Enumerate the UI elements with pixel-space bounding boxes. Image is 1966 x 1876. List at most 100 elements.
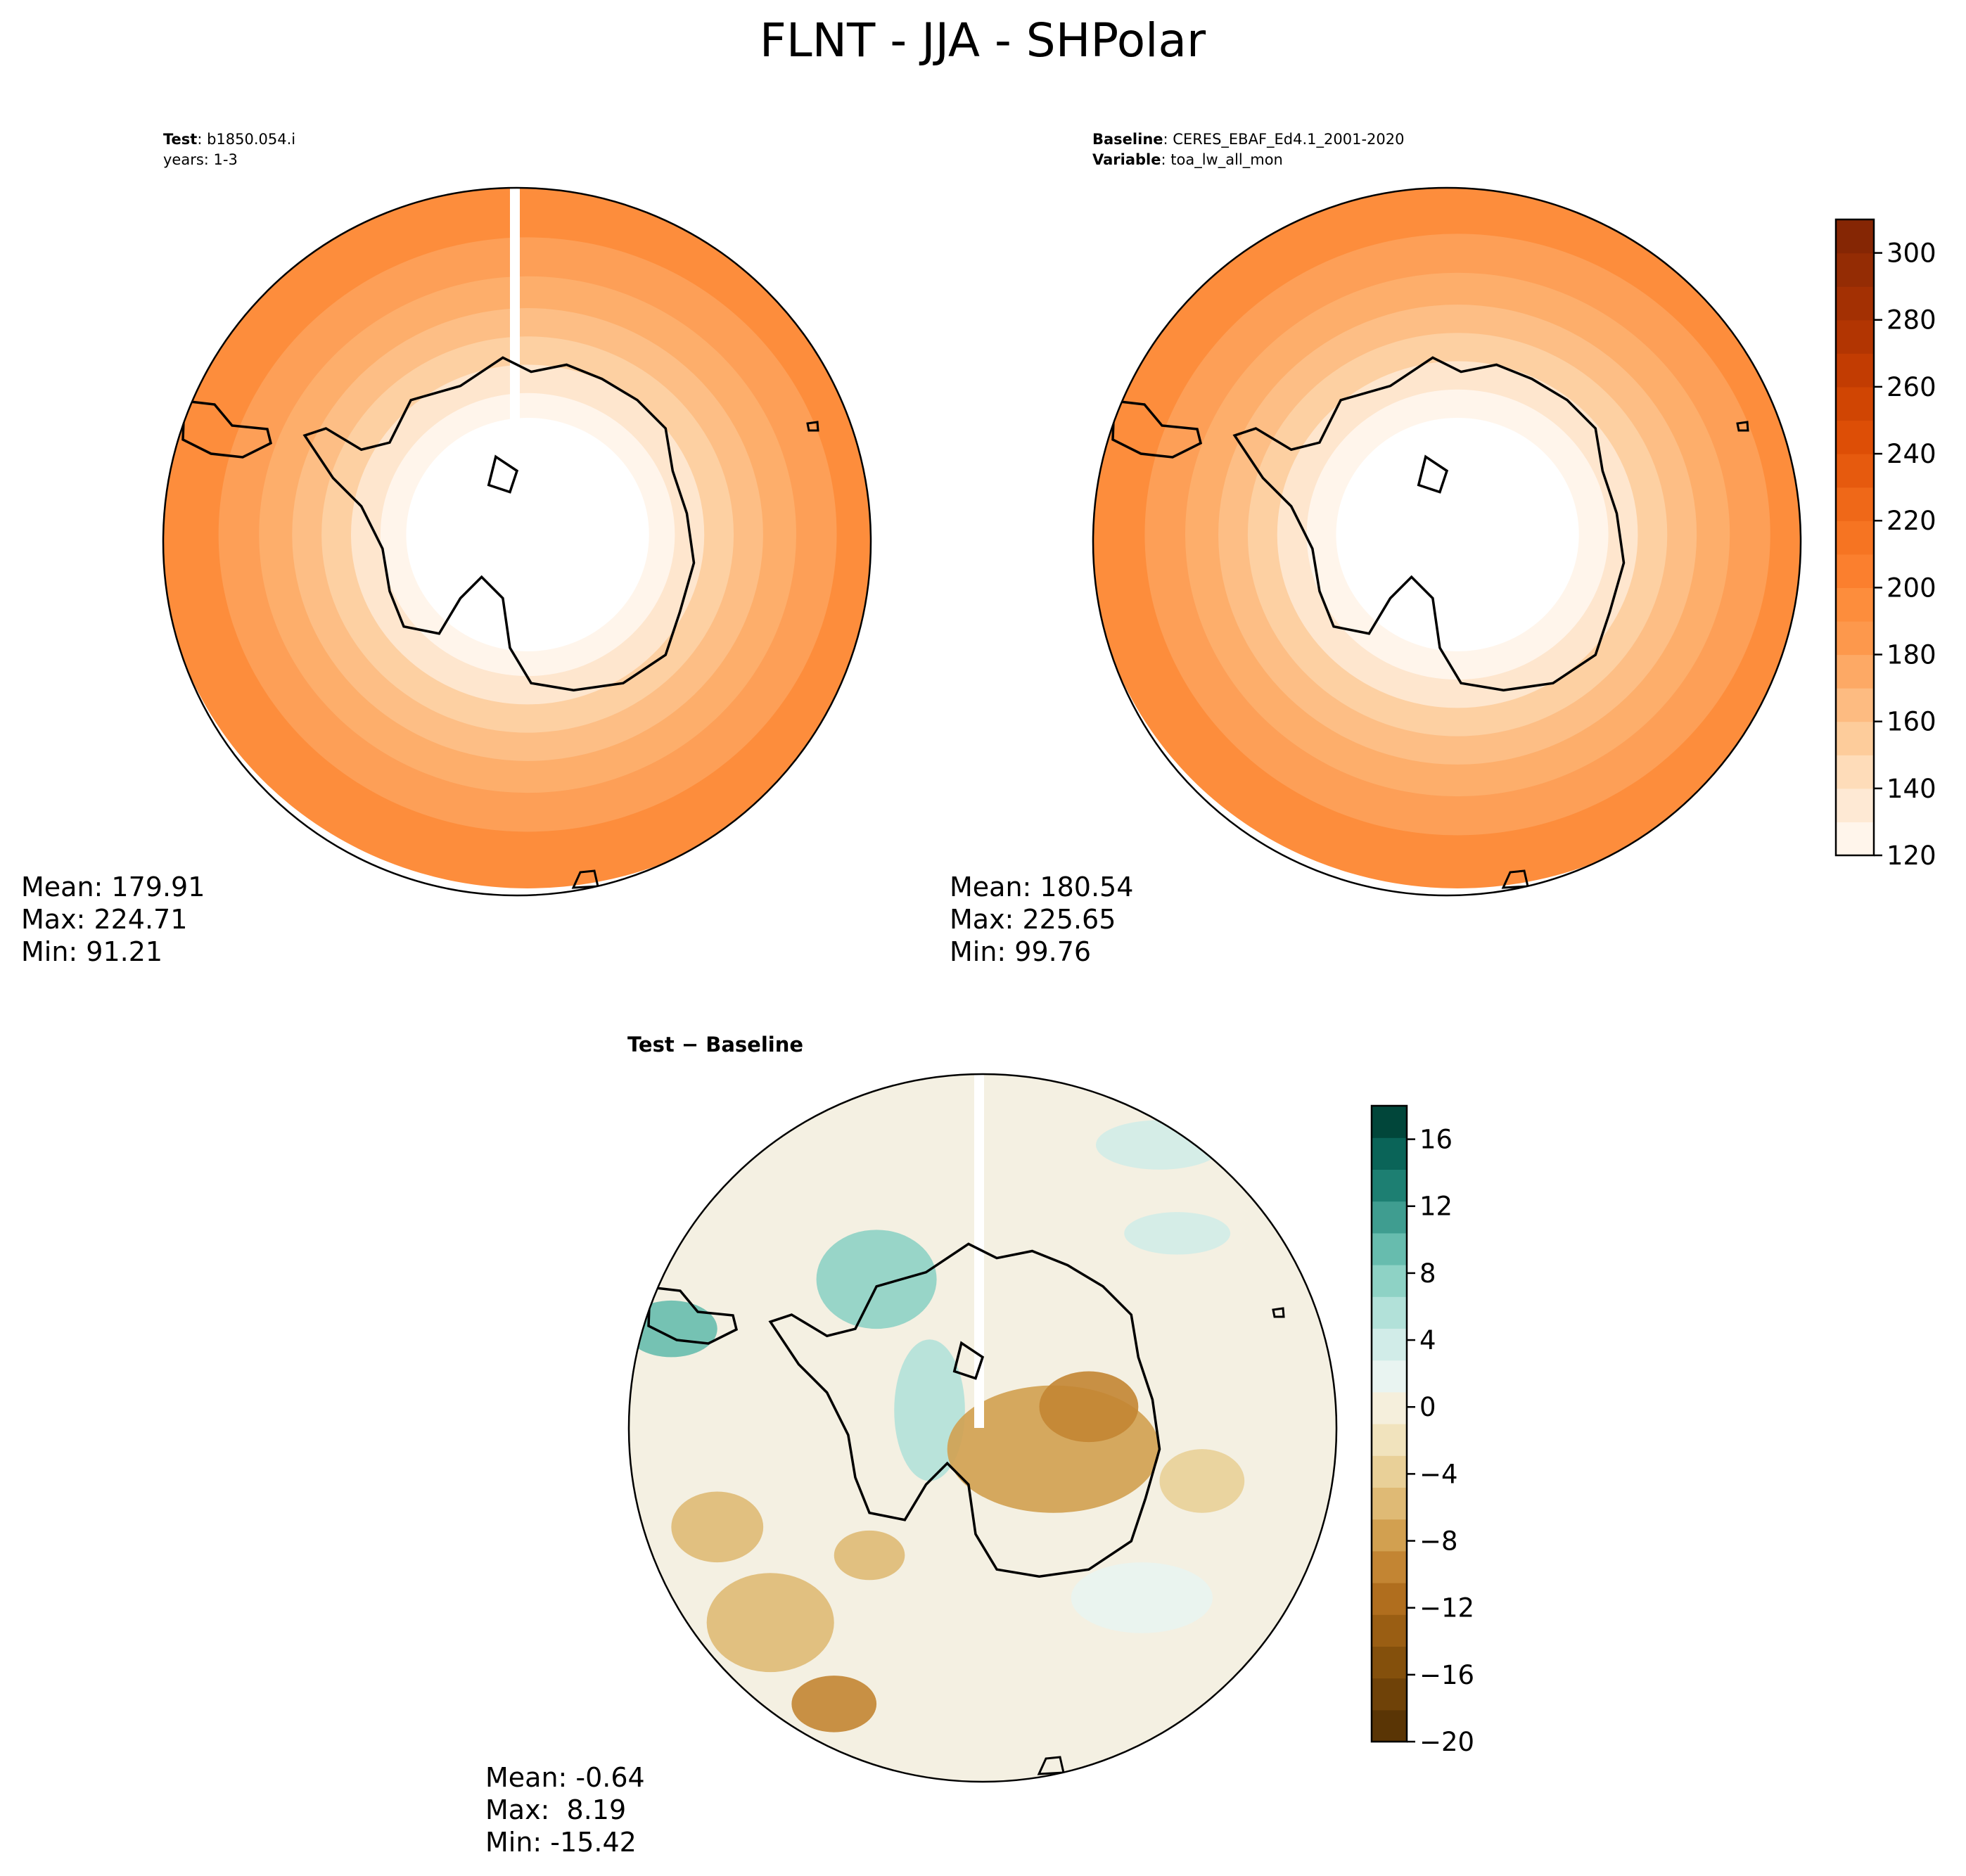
field-colorbar-band-16 — [1836, 286, 1874, 321]
difference-colorbar: −20 −16 −12 −8 −4 0 4 8 12 16 — [1370, 1104, 1474, 1757]
field-colorbar-band-1 — [1836, 788, 1874, 823]
field-colorbar-band-7 — [1836, 587, 1874, 622]
baseline-panel: Baseline: CERES_EBAF_Ed4.1_2001-2020 Var… — [950, 131, 1802, 967]
field-colorbar-frame — [1834, 218, 1875, 857]
field-colorbar-ticks: 120 140 160 180 200 220 240 260 280 300 — [1874, 238, 1936, 871]
field-colorbar-tick-label-8: 280 — [1887, 305, 1936, 336]
difference-anomaly-7 — [791, 1676, 877, 1733]
difference-colorbar-band-0 — [1372, 1709, 1407, 1742]
baseline-island-coastline — [1736, 421, 1749, 432]
test-missing-data-stripe — [510, 188, 520, 478]
difference-colorbar-tick-label-7: 8 — [1419, 1258, 1436, 1289]
difference-anomaly-3 — [1124, 1212, 1231, 1255]
test-stat-mean: Mean: 179.91 — [21, 872, 205, 902]
field-colorbar-band-5 — [1836, 654, 1874, 689]
test-map — [163, 188, 871, 889]
field-colorbar-tick-label-6: 240 — [1887, 439, 1936, 469]
test-header-line-2: years: 1-3 — [163, 151, 238, 168]
baseline-map — [1093, 188, 1801, 889]
baseline-header-line-2: Variable: toa_lw_all_mon — [1092, 151, 1283, 169]
baseline-map-boundary — [1092, 186, 1802, 897]
field-colorbar-band-6 — [1836, 620, 1874, 656]
difference-colorbar-band-3 — [1372, 1614, 1407, 1647]
difference-colorbar-band-13 — [1372, 1296, 1407, 1329]
test-new-zealand-coastline — [571, 869, 599, 889]
test-panel: Test: b1850.054.i years: 1-3 Mean: 179.9… — [21, 131, 872, 967]
baseline-field-rings — [1093, 188, 1801, 888]
field-colorbar: 120 140 160 180 200 220 240 260 280 300 — [1834, 218, 1936, 871]
field-colorbar-band-15 — [1836, 319, 1874, 354]
field-colorbar-band-3 — [1836, 721, 1874, 755]
difference-anomaly-6 — [706, 1573, 834, 1673]
difference-island-coastline — [1272, 1307, 1285, 1318]
difference-anomaly-8 — [834, 1530, 905, 1581]
difference-colorbar-band-5 — [1372, 1550, 1407, 1583]
difference-colorbar-frame — [1370, 1104, 1408, 1743]
field-colorbar-tick-label-0: 120 — [1887, 841, 1936, 871]
difference-anomaly-2 — [1095, 1120, 1224, 1170]
difference-colorbar-bands — [1372, 1106, 1407, 1742]
difference-south-america-coastline — [647, 1286, 739, 1345]
field-colorbar-tick-label-5: 220 — [1887, 506, 1936, 536]
field-colorbar-tick-label-9: 300 — [1887, 238, 1936, 269]
difference-stat-mean: Mean: -0.64 — [485, 1762, 645, 1793]
difference-colorbar-band-15 — [1372, 1232, 1407, 1265]
field-colorbar-band-0 — [1836, 822, 1874, 856]
difference-colorbar-tick-label-6: 4 — [1419, 1325, 1436, 1355]
field-colorbar-tick-label-7: 260 — [1887, 372, 1936, 402]
field-colorbar-tick-label-4: 200 — [1887, 573, 1936, 603]
test-map-boundary — [162, 186, 872, 897]
difference-colorbar-ticks: −20 −16 −12 −8 −4 0 4 8 12 16 — [1407, 1125, 1474, 1757]
baseline-ring-120 — [1336, 417, 1579, 651]
difference-colorbar-tick-label-8: 12 — [1419, 1192, 1453, 1222]
difference-panel: Test − Baseline Mean: -0.64 Max: 8.19 Mi… — [485, 1033, 1338, 1858]
field-colorbar-band-9 — [1836, 521, 1874, 555]
difference-colorbar-tick-label-4: −4 — [1419, 1459, 1458, 1489]
field-colorbar-tick-label-2: 160 — [1887, 707, 1936, 737]
difference-anomaly-10 — [1039, 1371, 1139, 1443]
difference-colorbar-band-17 — [1372, 1169, 1407, 1202]
test-stat-max: Max: 224.71 — [21, 904, 187, 935]
field-colorbar-band-10 — [1836, 487, 1874, 521]
difference-colorbar-band-8 — [1372, 1455, 1407, 1488]
difference-header: Test − Baseline — [627, 1033, 803, 1057]
difference-colorbar-band-11 — [1372, 1360, 1407, 1393]
test-ring-120 — [406, 417, 649, 651]
field-colorbar-tick-label-3: 180 — [1887, 640, 1936, 670]
difference-anomaly-12 — [1071, 1562, 1213, 1633]
difference-colorbar-band-2 — [1372, 1646, 1407, 1679]
difference-anomaly-11 — [1159, 1449, 1245, 1513]
difference-map-boundary — [627, 1073, 1338, 1783]
difference-stat-min: Min: -15.42 — [485, 1827, 637, 1858]
baseline-stat-mean: Mean: 180.54 — [950, 872, 1133, 902]
test-island-coastline — [806, 421, 819, 432]
baseline-new-zealand-coastline — [1501, 869, 1529, 889]
field-colorbar-bands — [1836, 219, 1874, 856]
baseline-south-america-coastline — [1111, 400, 1203, 459]
baseline-stat-max: Max: 225.65 — [950, 904, 1116, 935]
baseline-header-line-1: Baseline: CERES_EBAF_Ed4.1_2001-2020 — [1092, 131, 1404, 148]
field-colorbar-band-14 — [1836, 353, 1874, 388]
difference-colorbar-tick-label-5: 0 — [1419, 1392, 1436, 1422]
difference-colorbar-band-7 — [1372, 1487, 1407, 1520]
difference-colorbar-tick-label-0: −20 — [1419, 1727, 1474, 1757]
difference-colorbar-band-9 — [1372, 1424, 1407, 1456]
field-colorbar-band-13 — [1836, 386, 1874, 421]
test-field-rings — [163, 188, 871, 888]
field-colorbar-band-2 — [1836, 755, 1874, 789]
difference-colorbar-band-1 — [1372, 1678, 1407, 1711]
test-stat-min: Min: 91.21 — [21, 936, 162, 967]
field-colorbar-band-11 — [1836, 454, 1874, 488]
difference-anomaly-4 — [894, 1339, 965, 1481]
difference-colorbar-band-4 — [1372, 1583, 1407, 1615]
difference-anomaly-5 — [671, 1491, 764, 1563]
difference-colorbar-band-10 — [1372, 1391, 1407, 1424]
difference-stat-max: Max: 8.19 — [485, 1794, 626, 1825]
difference-colorbar-tick-label-1: −16 — [1419, 1660, 1474, 1690]
difference-anomaly-0 — [629, 1300, 717, 1358]
difference-colorbar-band-18 — [1372, 1137, 1407, 1170]
field-colorbar-band-4 — [1836, 688, 1874, 722]
test-south-america-coastline — [181, 400, 273, 459]
difference-colorbar-tick-label-2: −12 — [1419, 1593, 1474, 1623]
difference-missing-data-stripe — [974, 1074, 984, 1428]
